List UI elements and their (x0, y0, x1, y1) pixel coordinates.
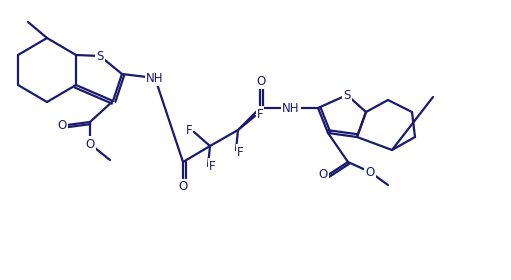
Text: O: O (365, 165, 375, 179)
Text: F: F (237, 146, 243, 158)
Text: F: F (257, 108, 263, 120)
Text: S: S (96, 50, 104, 62)
Text: NH: NH (146, 71, 164, 85)
Text: O: O (318, 167, 328, 181)
Text: O: O (57, 118, 66, 132)
Text: O: O (257, 74, 266, 88)
Text: S: S (343, 88, 351, 102)
Text: O: O (178, 181, 188, 193)
Text: NH: NH (282, 102, 300, 115)
Text: F: F (185, 123, 192, 137)
Text: O: O (85, 137, 95, 151)
Text: F: F (208, 160, 215, 172)
